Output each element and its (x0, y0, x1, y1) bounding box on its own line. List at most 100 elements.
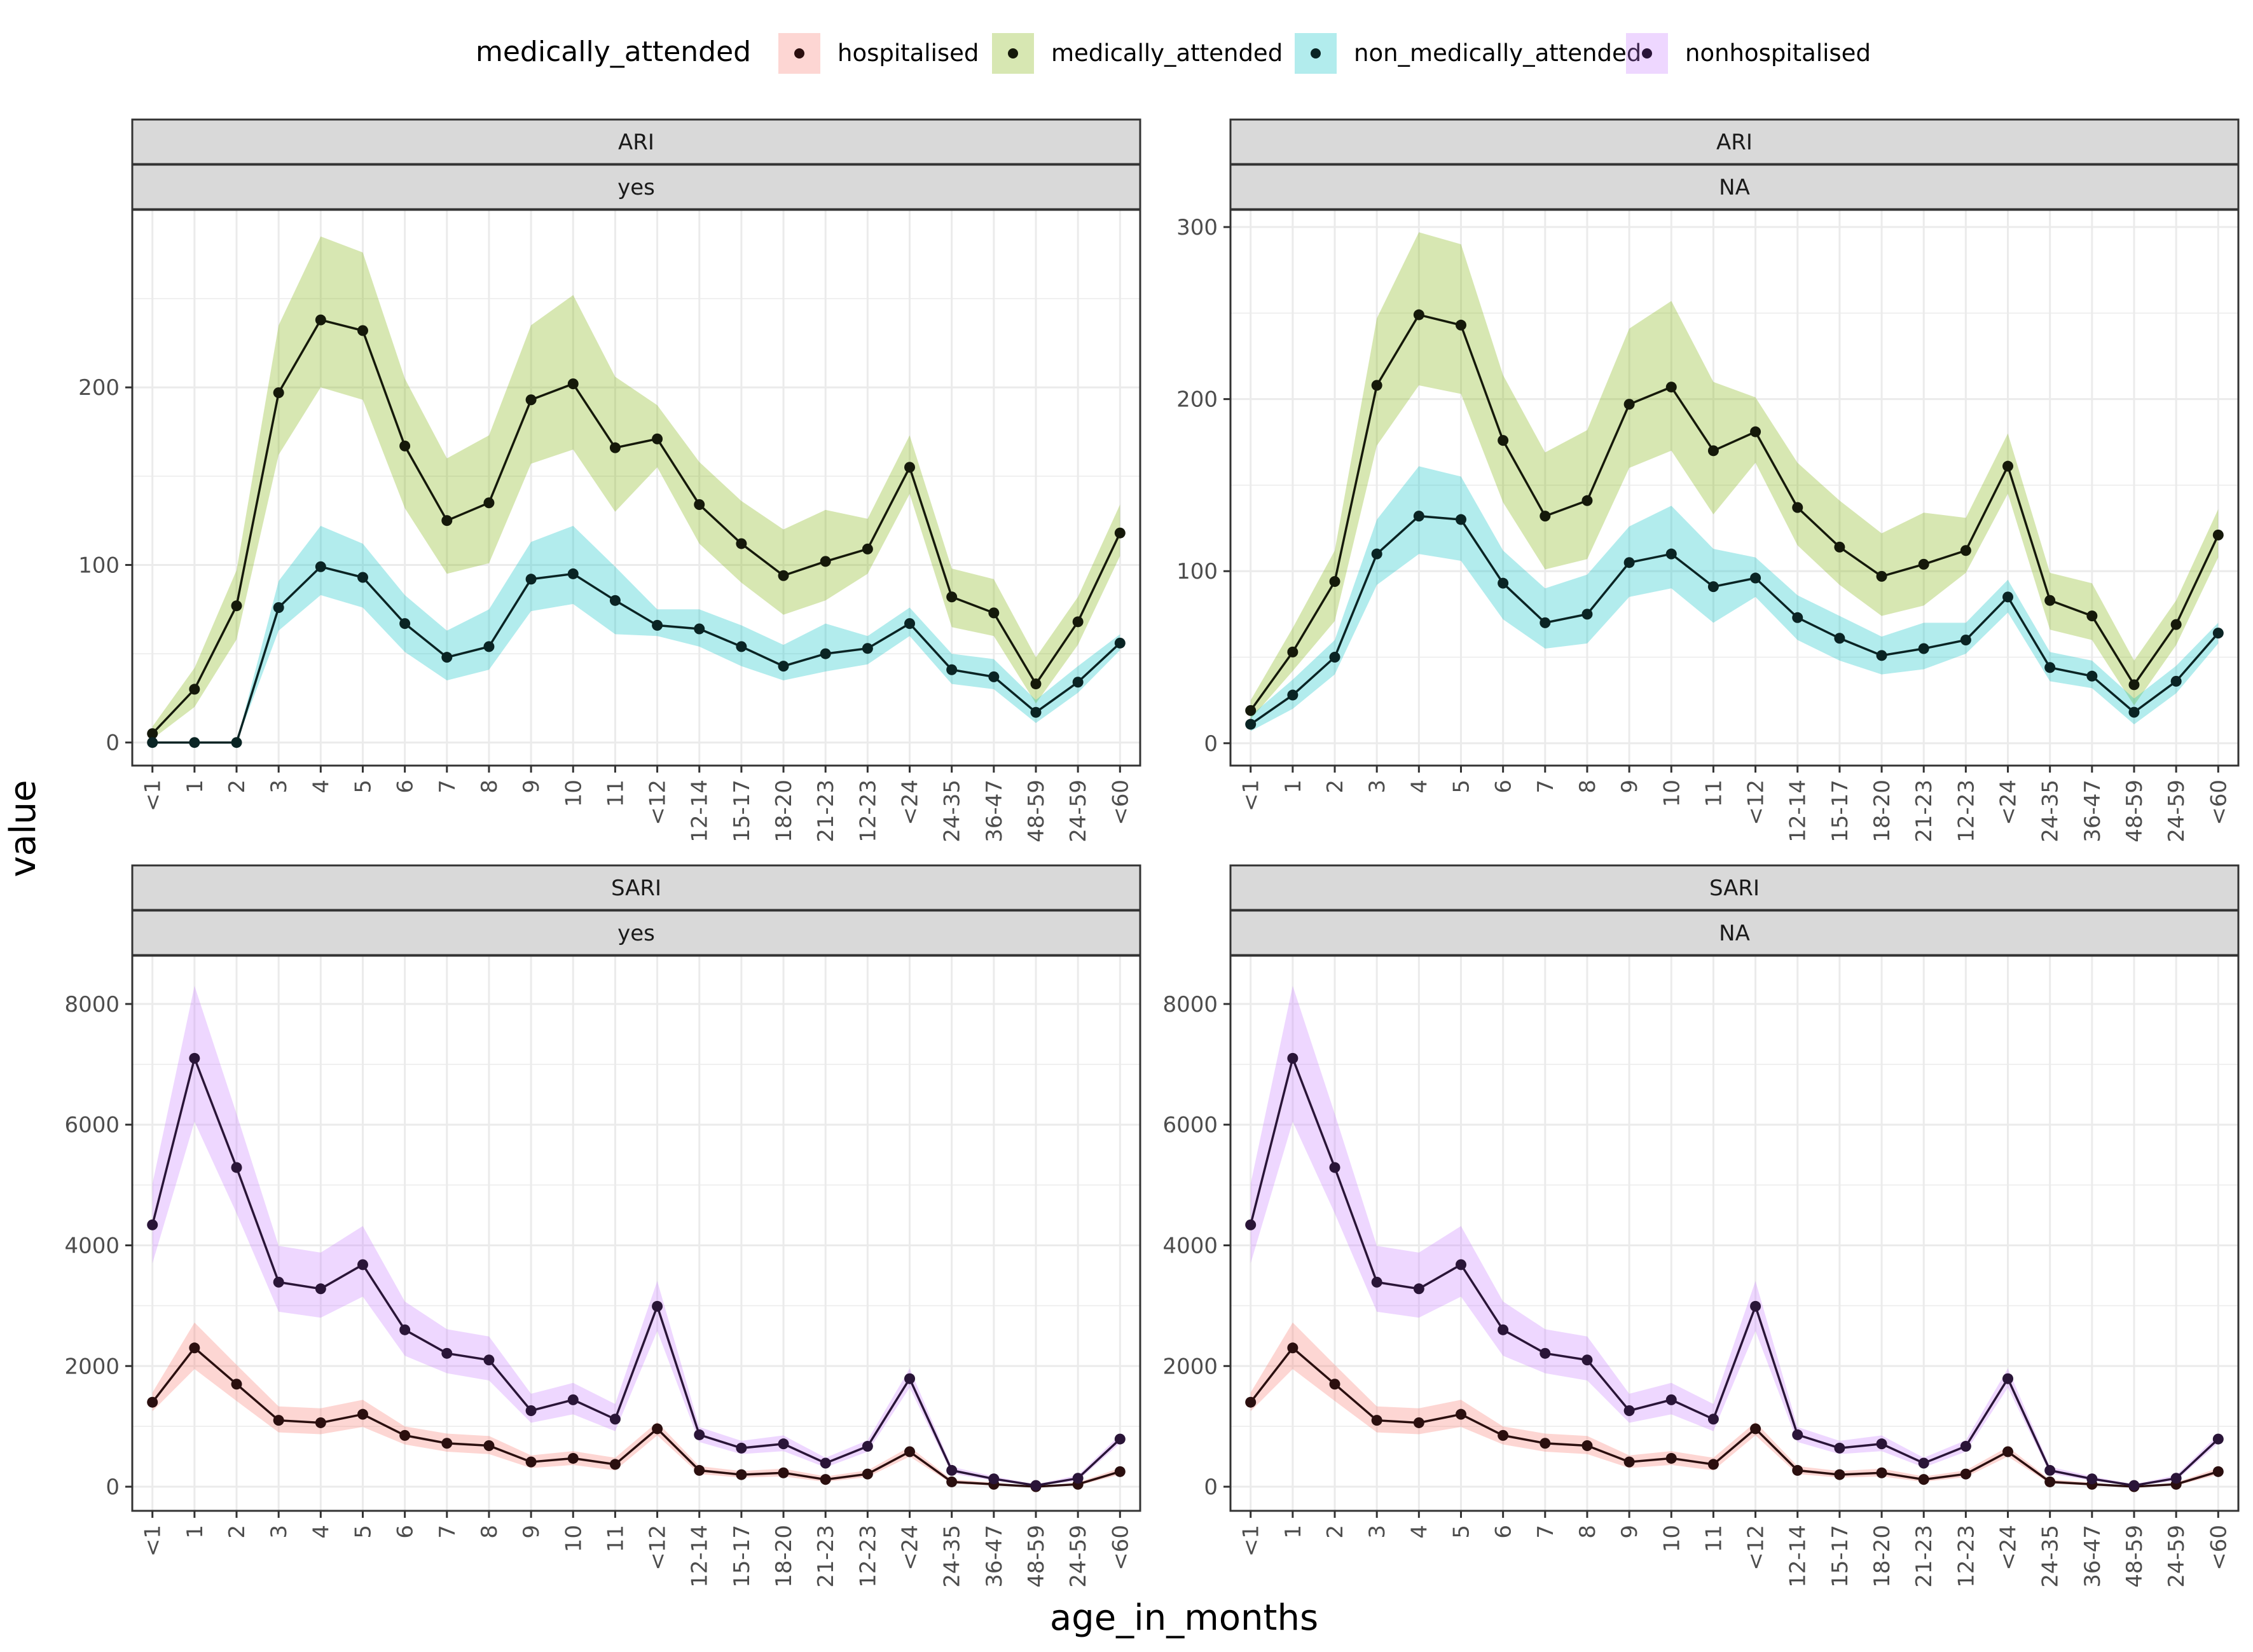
point-hospitalised (609, 1459, 621, 1470)
point-non_medically_attended (1498, 577, 1509, 589)
strip-bottom-label: NA (1719, 175, 1750, 200)
panel-border (1229, 209, 2240, 767)
point-medically_attended (1030, 678, 1042, 690)
point-medically_attended (2128, 679, 2140, 691)
y-tick-label: 100 (1176, 559, 1218, 584)
y-tick-label: 6000 (64, 1113, 120, 1138)
point-hospitalised (736, 1469, 747, 1480)
x-tick-label: 8 (1575, 1525, 1601, 1539)
x-tick-label: <12 (1744, 780, 1769, 825)
gridlines (1230, 210, 2238, 766)
point-non_medically_attended (736, 641, 747, 652)
point-medically_attended (778, 570, 789, 581)
point-nonhospitalised (357, 1259, 368, 1270)
y-axis-title: value (3, 780, 44, 878)
x-tick-label: 7 (435, 1525, 460, 1539)
point-nonhospitalised (2128, 1480, 2140, 1491)
point-hospitalised (820, 1474, 831, 1485)
point-non_medically_attended (1245, 719, 1257, 730)
point-non_medically_attended (1960, 634, 1971, 645)
point-nonhospitalised (231, 1162, 242, 1173)
x-tick-label: 48-59 (1024, 780, 1049, 843)
point-medically_attended (1665, 382, 1677, 393)
series-group (147, 236, 1126, 748)
point-non_medically_attended (946, 664, 958, 675)
x-tick-label: 8 (1575, 780, 1601, 794)
point-non_medically_attended (357, 572, 368, 583)
point-medically_attended (1707, 445, 1719, 457)
x-tick-label: 6 (1491, 1525, 1517, 1539)
x-tick-label: 11 (1701, 1525, 1726, 1552)
point-nonhospitalised (1413, 1283, 1424, 1295)
point-medically_attended (904, 462, 916, 473)
x-tick-label: 4 (308, 780, 334, 794)
point-non_medically_attended (483, 641, 495, 652)
x-tick-label: 6 (1491, 780, 1517, 794)
x-tick-label: 48-59 (1024, 1525, 1049, 1588)
point-medically_attended (441, 515, 453, 527)
point-medically_attended (2002, 460, 2014, 472)
point-non_medically_attended (1876, 650, 1887, 661)
strip-bottom-label: yes (617, 921, 655, 946)
strip-bottom-box (131, 163, 1141, 210)
point-hospitalised (1581, 1440, 1593, 1452)
strip-top-box (131, 864, 1141, 911)
line-medically_attended (151, 319, 1121, 734)
legend-item-hospitalised: hospitalised (778, 33, 979, 74)
x-tick-label: 5 (1449, 1525, 1475, 1539)
x-tick-label: 1 (183, 780, 208, 794)
x-tick-label: 15-17 (1828, 780, 1853, 843)
point-hospitalised (273, 1415, 284, 1426)
x-tick-label: 36-47 (982, 780, 1007, 843)
point-nonhospitalised (1665, 1394, 1677, 1405)
point-hospitalised (231, 1379, 242, 1390)
x-tick-label: 36-47 (2080, 1525, 2105, 1588)
x-tick-label: 11 (603, 1525, 628, 1552)
strip-top-box (1229, 864, 2240, 911)
point-medically_attended (1287, 646, 1299, 657)
legend-item-non_medically_attended: non_medically_attended (1295, 33, 1641, 74)
point-nonhospitalised (399, 1324, 411, 1335)
x-tick-label: 21-23 (813, 1525, 839, 1588)
point-nonhospitalised (1498, 1324, 1509, 1335)
x-tick-label: 12-14 (687, 1525, 713, 1588)
y-tick-label: 2000 (64, 1354, 120, 1379)
point-hospitalised (1792, 1464, 1803, 1476)
x-tick-label: 15-17 (729, 1525, 755, 1588)
legend-point-hospitalised (794, 48, 804, 59)
legend: medically_attended hospitalised medically_… (476, 33, 1871, 74)
line-non_medically_attended (152, 565, 1121, 744)
point-nonhospitalised (2002, 1373, 2014, 1384)
point-hospitalised (904, 1446, 916, 1457)
strip-bottom-label: NA (1719, 921, 1750, 946)
point-nonhospitalised (862, 1440, 873, 1452)
x-tick-label: <12 (1744, 1525, 1769, 1571)
panel-background (132, 956, 1140, 1511)
x-tick-label: 1 (1281, 780, 1306, 794)
ribbon-medically_attended (152, 236, 1120, 740)
point-medically_attended (1498, 435, 1509, 446)
point-hospitalised (1498, 1429, 1509, 1441)
point-nonhospitalised (2212, 1433, 2224, 1445)
x-tick-label: 12-23 (1953, 1525, 1979, 1588)
x-tick-label: 2 (224, 1525, 250, 1539)
x-tick-label: <1 (1239, 780, 1264, 811)
point-hospitalised (147, 1396, 158, 1408)
point-medically_attended (399, 440, 411, 451)
y-tick-label: 200 (1176, 387, 1218, 413)
x-tick-label: 24-59 (1066, 780, 1091, 843)
point-hospitalised (862, 1468, 873, 1480)
y-tick-label: 0 (106, 1475, 120, 1500)
y-tick-label: 0 (1204, 731, 1218, 757)
strip-top-label: SARI (1709, 876, 1760, 901)
x-tick-label: 24-35 (2038, 780, 2064, 843)
x-tick-label: 7 (435, 780, 460, 794)
x-tick-label: 8 (477, 1525, 502, 1539)
point-non_medically_attended (1072, 677, 1084, 688)
point-non_medically_attended (2086, 670, 2098, 682)
point-nonhospitalised (1329, 1162, 1340, 1173)
point-non_medically_attended (2002, 591, 2014, 603)
point-nonhospitalised (736, 1442, 747, 1454)
x-tick-label: 9 (1617, 1525, 1643, 1539)
point-medically_attended (1750, 426, 1761, 437)
